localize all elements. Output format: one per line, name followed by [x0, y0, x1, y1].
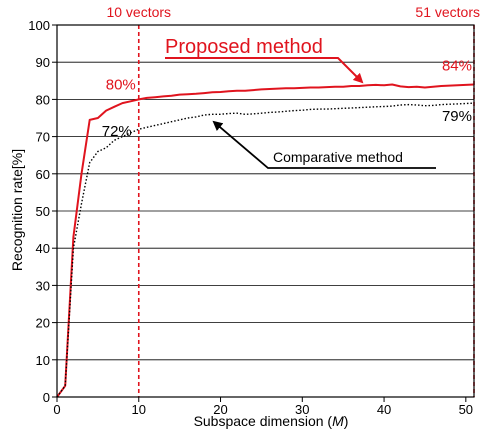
annotation-80-pct: 80% [106, 76, 136, 93]
vertical-markers: 10 vectors 51 vectors [106, 4, 480, 397]
x-tick-label-0: 0 [53, 402, 60, 417]
y-tick-label-80: 80 [36, 92, 50, 107]
y-tick-label-60: 60 [36, 167, 50, 182]
y-tick-label-10: 10 [36, 353, 50, 368]
series-lines [56, 83, 475, 398]
x-tick-labels: 0 10 20 30 40 50 [53, 397, 473, 417]
annotation-79-pct: 79% [442, 108, 472, 125]
y-tick-label-0: 0 [43, 390, 50, 405]
callout-arrow-comparative [212, 120, 436, 169]
x-tick-label-10: 10 [132, 402, 146, 417]
x-tick-label-40: 40 [377, 402, 391, 417]
marker-label-51: 51 vectors [415, 4, 480, 20]
series-line-comparative [56, 102, 475, 398]
x-axis-label: Subspace dimension (M) [194, 413, 349, 429]
callout-label-proposed: Proposed method [165, 36, 323, 58]
y-tick-label-50: 50 [36, 204, 50, 219]
x-tick-label-50: 50 [459, 402, 473, 417]
callout-arrow-proposed [165, 57, 364, 84]
marker-label-10: 10 vectors [106, 4, 171, 20]
y-tick-label-100: 100 [28, 18, 50, 33]
x-tick-label-30: 30 [295, 402, 309, 417]
series-line-proposed [56, 83, 475, 398]
y-tick-label-90: 90 [36, 55, 50, 70]
y-axis-label: Recognition rate[%] [9, 149, 25, 271]
y-tick-label-40: 40 [36, 241, 50, 256]
annotation-84-pct: 84% [442, 58, 472, 75]
annotation-72-pct: 72% [102, 123, 132, 140]
series-callouts: Proposed method Comparative method [165, 36, 436, 169]
value-annotations: 80% 84% 72% 79% [102, 58, 472, 141]
y-tick-label-20: 20 [36, 316, 50, 331]
x-tick-label-20: 20 [213, 402, 227, 417]
callout-label-comparative: Comparative method [273, 149, 403, 165]
y-tick-label-30: 30 [36, 278, 50, 293]
y-tick-label-70: 70 [36, 130, 50, 145]
y-tick-labels: 0 10 20 30 40 50 60 70 80 90 100 [28, 18, 57, 405]
